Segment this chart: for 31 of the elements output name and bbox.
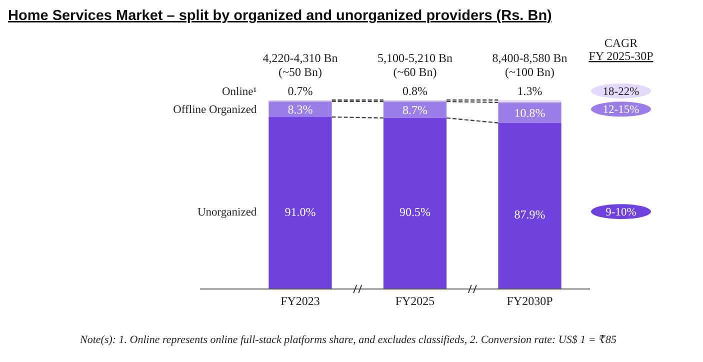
- text: FY 2025-30P: [588, 49, 654, 63]
- text: 12-15%: [602, 104, 640, 116]
- data-label: 90.5%: [400, 205, 430, 220]
- x-tick-label: FY2030P: [506, 294, 554, 308]
- data-label: 0.7%: [288, 84, 313, 98]
- data-label: 10.8%: [514, 106, 546, 120]
- text: 9-10%: [606, 206, 637, 219]
- total-label: 5,100-5,210 Bn (~60 Bn): [378, 51, 452, 79]
- text: 18-22%: [602, 86, 640, 98]
- data-label: 91.0%: [284, 204, 316, 219]
- text: Note(s): 1. Online represents online full-stack platforms share, and excludes classifieds, 2. Conversion rate: US$ 1 = ₹85: [79, 334, 618, 346]
- data-label: 8.3%: [288, 102, 313, 116]
- series-label: Unorganized: [198, 206, 257, 219]
- series-label: Offline Organized: [173, 104, 257, 116]
- bar: [383, 118, 447, 289]
- bar: [383, 102, 447, 118]
- text: CAGR: [604, 36, 638, 50]
- x-tick-label: FY2025: [395, 294, 435, 308]
- data-label: 8.7%: [402, 102, 428, 117]
- data-label: 0.8%: [402, 84, 428, 98]
- data-label: 87.9%: [514, 207, 546, 222]
- total-label: 4,220-4,310 Bn (~50 Bn): [262, 51, 338, 79]
- bar: [498, 122, 562, 289]
- series-label: Online¹: [222, 86, 258, 98]
- bar: [268, 101, 332, 118]
- x-tick-label: FY2023: [280, 294, 320, 308]
- total-label: 8,400-8,580 Bn (~100 Bn): [492, 51, 568, 79]
- data-label: 1.3%: [517, 84, 542, 98]
- bar: [498, 102, 562, 123]
- chart-title: Home Services Market – split by organized and unorganized providers (Rs. Bn): [8, 8, 552, 24]
- bar: [268, 117, 332, 289]
